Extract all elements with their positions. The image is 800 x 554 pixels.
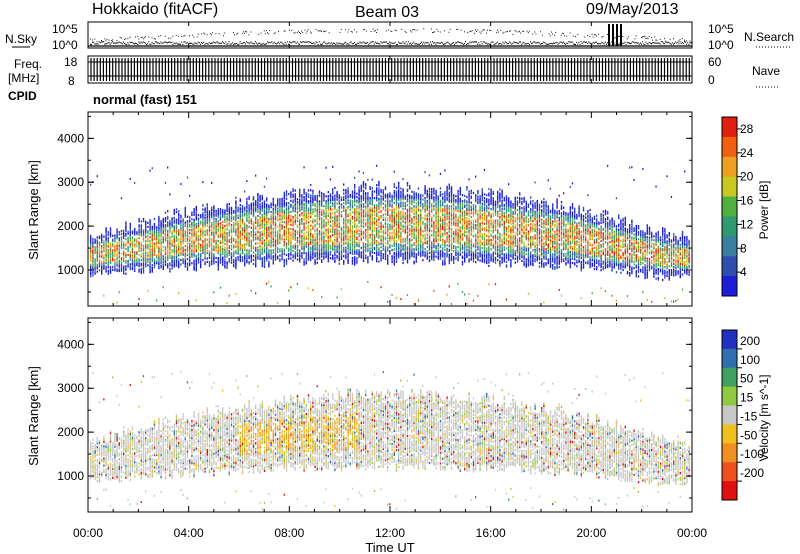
station-title: Hokkaido (fitACF) — [92, 1, 218, 18]
velocity-colorbar-label: Velocity [m s^-1] — [757, 375, 771, 462]
colorbar-swatch — [722, 462, 737, 482]
colorbar-swatch — [722, 348, 737, 369]
colorbar-swatch — [722, 276, 737, 297]
velocity-ylabel: Slant Range [km] — [26, 366, 41, 466]
velocity-colorbar-tick: 200 — [740, 334, 760, 348]
x-tick-label: 00:00 — [677, 526, 707, 540]
x-tick-label: 16:00 — [476, 526, 506, 540]
velocity-colorbar-tick: -50 — [740, 428, 758, 442]
freq-tick-top: 18 — [64, 55, 78, 69]
freq-strip: Freq. [MHz] 18 8 60 0 Nave — [8, 55, 780, 88]
y-tick-label: 1000 — [57, 469, 84, 483]
y-tick-label: 1000 — [57, 263, 84, 277]
y-tick-label: 2000 — [57, 425, 84, 439]
colorbar-swatch — [722, 330, 737, 350]
power-colorbar-label: Power [dB] — [757, 181, 771, 240]
colorbar-swatch — [722, 443, 737, 463]
time-x-axis: 00:00 04:00 08:00 12:00 16:00 20:00 00:00 — [73, 22, 707, 540]
power-panel: 1000 2000 3000 4000 Slant Range [km] 4 8 12 16… — [26, 111, 771, 307]
power-colorbar-tick: 12 — [740, 217, 754, 231]
power-colorbar-tick: 16 — [740, 194, 754, 208]
power-colorbar-tick: 28 — [740, 122, 754, 136]
power-colorbar: 4 8 12 16 20 24 28 — [721, 116, 754, 297]
y-tick-label: 2000 — [57, 219, 84, 233]
y-tick-label: 3000 — [57, 175, 84, 189]
x-tick-label: 04:00 — [174, 526, 204, 540]
power-scatter — [90, 164, 690, 305]
x-tick-label: 12:00 — [375, 526, 405, 540]
velocity-colorbar-tick: -15 — [740, 409, 758, 423]
colorbar-swatch — [722, 136, 737, 158]
power-colorbar-tick: 4 — [740, 265, 747, 279]
nsky-label: N.Sky — [5, 32, 37, 46]
velocity-scatter — [90, 370, 690, 511]
power-y-axis: 1000 2000 3000 4000 — [57, 115, 692, 293]
nave-label: Nave — [752, 64, 780, 78]
freq-data — [88, 58, 692, 81]
nsky-strip: N.Sky 10^5 10^0 10^5 10^0 N.Search — [5, 21, 794, 52]
velocity-colorbar-tick: 100 — [740, 353, 760, 367]
velocity-colorbar-tick: 50 — [740, 372, 754, 386]
x-tick-label: 20:00 — [576, 526, 606, 540]
cpid-label: CPID — [8, 89, 37, 103]
y-tick-label: 4000 — [57, 337, 84, 351]
colorbar-swatch — [722, 256, 737, 277]
beam-title: Beam 03 — [355, 4, 419, 21]
y-tick-label: 4000 — [57, 131, 84, 145]
velocity-colorbar-tick: 15 — [740, 391, 754, 405]
velocity-colorbar-tick: -100 — [740, 447, 764, 461]
colorbar-swatch — [722, 405, 737, 425]
colorbar-swatch — [722, 367, 737, 388]
colorbar-swatch — [722, 481, 737, 501]
velocity-panel: 1000 2000 3000 4000 Slant Range [km] 200 100… — [26, 317, 771, 513]
x-axis-label: Time UT — [365, 540, 414, 554]
velocity-colorbar: 200 100 50 15 -15 -50 -100 -200 — [721, 329, 764, 501]
colorbar-swatch — [722, 196, 737, 217]
nsearch-label: N.Search — [744, 30, 794, 44]
velocity-colorbar-tick: -200 — [740, 466, 764, 480]
nsky-tick-top: 10^5 — [52, 22, 78, 36]
cpid-value: normal (fast) 151 — [93, 92, 197, 107]
y-tick-label: 3000 — [57, 381, 84, 395]
freq-label-1: Freq. — [14, 57, 42, 71]
power-colorbar-tick: 8 — [740, 241, 747, 255]
power-colorbar-tick: 24 — [740, 146, 754, 160]
freq-tick-bottom: 8 — [68, 74, 75, 88]
velocity-colorbar-label-text: Velocity [m s^-1] — [757, 375, 771, 462]
date-title: 09/May/2013 — [586, 1, 679, 18]
colorbar-swatch — [722, 117, 737, 138]
x-tick-label: 00:00 — [73, 526, 103, 540]
x-tick-label: 08:00 — [274, 526, 304, 540]
nsky-data — [88, 24, 692, 47]
colorbar-swatch — [722, 156, 737, 178]
velocity-y-axis: 1000 2000 3000 4000 — [57, 321, 692, 499]
colorbar-swatch — [722, 176, 737, 198]
power-ylabel: Slant Range [km] — [26, 160, 41, 260]
colorbar-swatch — [722, 424, 737, 444]
nave-tick-top: 60 — [708, 55, 722, 69]
freq-label-2: [MHz] — [8, 71, 39, 85]
nsearch-tick-top: 10^5 — [708, 22, 734, 36]
colorbar-swatch — [722, 386, 737, 407]
power-colorbar-tick: 20 — [740, 170, 754, 184]
nsearch-tick-bottom: 10^0 — [708, 38, 734, 52]
colorbar-swatch — [722, 236, 737, 257]
nave-tick-bottom: 0 — [708, 73, 715, 87]
colorbar-swatch — [722, 216, 737, 237]
nsky-tick-bottom: 10^0 — [52, 38, 78, 52]
